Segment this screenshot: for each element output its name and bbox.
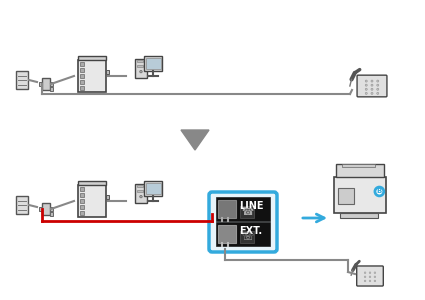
Text: ☎: ☎ — [241, 207, 253, 217]
Text: B: B — [377, 188, 382, 194]
FancyBboxPatch shape — [80, 68, 84, 72]
FancyBboxPatch shape — [42, 203, 50, 214]
FancyBboxPatch shape — [137, 65, 144, 67]
FancyBboxPatch shape — [357, 266, 383, 286]
Circle shape — [377, 84, 379, 86]
Circle shape — [371, 88, 373, 90]
FancyBboxPatch shape — [50, 207, 53, 211]
FancyBboxPatch shape — [16, 196, 28, 214]
FancyBboxPatch shape — [340, 213, 379, 218]
FancyBboxPatch shape — [80, 205, 84, 209]
Text: ☏: ☏ — [241, 232, 253, 242]
Polygon shape — [181, 130, 209, 150]
Circle shape — [369, 280, 371, 282]
FancyBboxPatch shape — [218, 225, 236, 243]
FancyBboxPatch shape — [105, 195, 109, 199]
Circle shape — [377, 80, 379, 82]
Circle shape — [364, 272, 366, 274]
Circle shape — [369, 272, 371, 274]
FancyBboxPatch shape — [137, 60, 144, 62]
Text: LINE: LINE — [239, 201, 263, 211]
FancyBboxPatch shape — [80, 199, 84, 203]
FancyBboxPatch shape — [80, 211, 84, 214]
FancyBboxPatch shape — [336, 164, 384, 177]
FancyBboxPatch shape — [16, 71, 28, 89]
FancyBboxPatch shape — [146, 183, 161, 194]
Circle shape — [140, 70, 142, 73]
Circle shape — [364, 276, 366, 278]
Circle shape — [374, 280, 376, 282]
FancyBboxPatch shape — [135, 184, 147, 203]
FancyBboxPatch shape — [105, 70, 109, 74]
FancyBboxPatch shape — [137, 185, 144, 187]
Circle shape — [365, 80, 367, 82]
Circle shape — [371, 84, 373, 86]
FancyBboxPatch shape — [135, 58, 147, 78]
Circle shape — [365, 88, 367, 90]
FancyBboxPatch shape — [334, 177, 385, 213]
FancyBboxPatch shape — [144, 56, 162, 71]
FancyBboxPatch shape — [80, 86, 84, 90]
FancyBboxPatch shape — [240, 206, 254, 218]
Circle shape — [371, 80, 373, 82]
Circle shape — [374, 276, 376, 278]
FancyBboxPatch shape — [50, 82, 53, 86]
FancyBboxPatch shape — [240, 231, 254, 243]
FancyBboxPatch shape — [216, 197, 270, 221]
Circle shape — [377, 88, 379, 90]
FancyBboxPatch shape — [50, 212, 53, 216]
Circle shape — [365, 84, 367, 86]
FancyBboxPatch shape — [42, 79, 50, 89]
FancyBboxPatch shape — [218, 200, 236, 218]
FancyBboxPatch shape — [78, 56, 105, 60]
FancyBboxPatch shape — [80, 74, 84, 78]
Text: EXT.: EXT. — [239, 226, 263, 236]
FancyBboxPatch shape — [209, 192, 277, 252]
FancyBboxPatch shape — [357, 75, 387, 97]
Circle shape — [140, 195, 142, 198]
Circle shape — [371, 92, 373, 95]
FancyBboxPatch shape — [342, 164, 375, 167]
FancyBboxPatch shape — [50, 87, 53, 91]
FancyBboxPatch shape — [146, 58, 161, 69]
FancyBboxPatch shape — [80, 62, 84, 66]
FancyBboxPatch shape — [338, 188, 354, 204]
FancyBboxPatch shape — [216, 222, 270, 246]
FancyBboxPatch shape — [80, 188, 84, 191]
FancyBboxPatch shape — [78, 181, 105, 185]
FancyBboxPatch shape — [78, 185, 105, 217]
Circle shape — [375, 187, 384, 196]
Circle shape — [374, 272, 376, 274]
FancyBboxPatch shape — [137, 190, 144, 192]
FancyBboxPatch shape — [144, 181, 162, 196]
Circle shape — [369, 276, 371, 278]
FancyBboxPatch shape — [80, 194, 84, 197]
Circle shape — [365, 92, 367, 95]
Circle shape — [364, 280, 366, 282]
FancyBboxPatch shape — [78, 60, 105, 92]
FancyBboxPatch shape — [39, 207, 42, 211]
Circle shape — [377, 92, 379, 95]
FancyBboxPatch shape — [80, 80, 84, 84]
FancyBboxPatch shape — [39, 82, 42, 86]
